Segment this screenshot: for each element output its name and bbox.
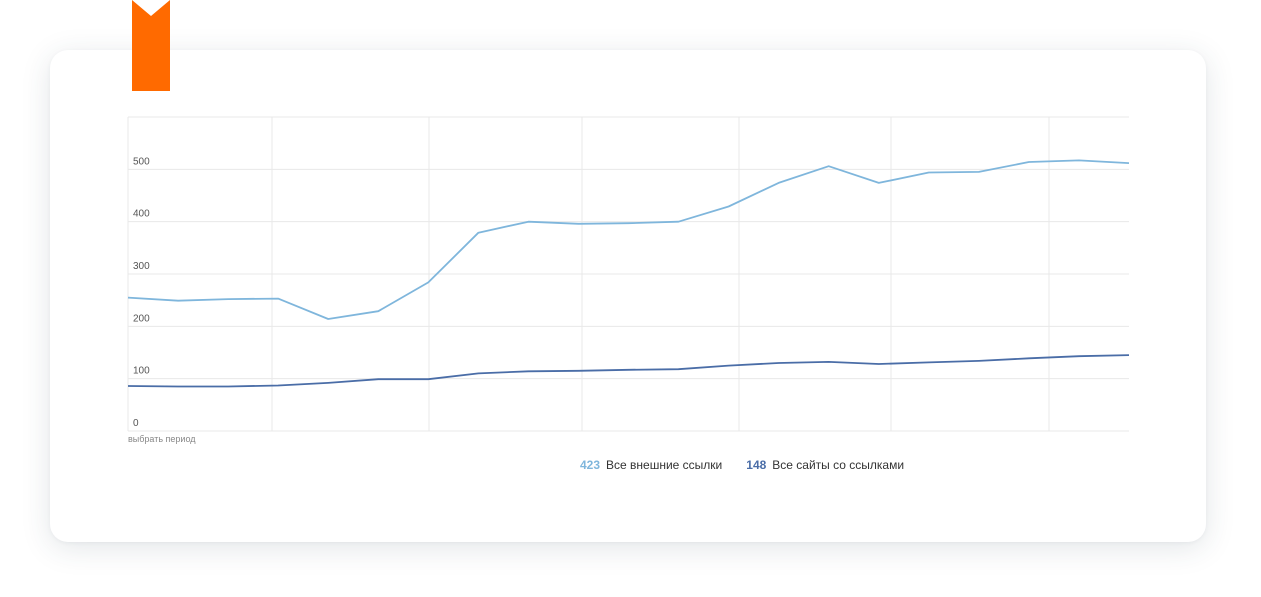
chart-grid	[127, 116, 1129, 432]
bookmark-icon	[132, 0, 170, 91]
y-tick-label: 0	[133, 418, 139, 429]
series-line-all-external-links	[127, 159, 1130, 320]
legend-item-all-linking-sites[interactable]: 148 Все сайты со ссылками	[746, 458, 904, 472]
chart-legend: 423 Все внешние ссылки 148 Все сайты со …	[580, 458, 904, 472]
legend-item-all-external-links[interactable]: 423 Все внешние ссылки	[580, 458, 722, 472]
y-tick-label: 200	[133, 313, 150, 324]
legend-value: 148	[746, 458, 767, 472]
chart-card	[50, 50, 1206, 542]
chart-series	[127, 159, 1130, 388]
legend-value: 423	[580, 458, 601, 472]
y-tick-label: 500	[133, 156, 150, 167]
bookmark-shape	[132, 0, 170, 91]
select-period-link[interactable]: выбрать период	[128, 434, 196, 444]
y-axis-ticks: 0 100 200 300 400 500	[133, 156, 150, 429]
y-tick-label: 100	[133, 366, 150, 377]
legend-label: Все сайты со ссылками	[772, 458, 905, 472]
y-tick-label: 400	[133, 209, 150, 220]
y-tick-label: 300	[133, 261, 150, 272]
series-line-all-linking-sites	[127, 354, 1130, 388]
legend-label: Все внешние ссылки	[606, 458, 723, 472]
